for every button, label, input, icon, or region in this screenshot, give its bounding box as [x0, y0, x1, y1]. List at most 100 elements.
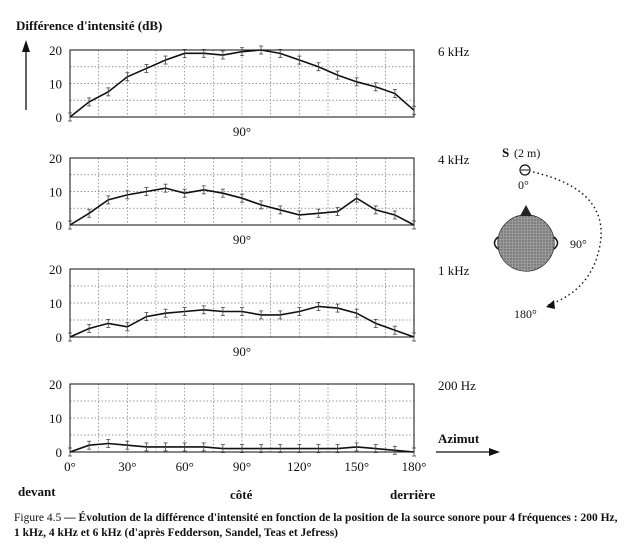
chart-panel-1: 0 10 20 90° 6 kHz	[49, 43, 470, 139]
x-tick-label: 120°	[287, 459, 312, 474]
panel-title: 200 Hz	[438, 378, 476, 393]
data-point	[278, 310, 283, 320]
chart-panel-3: 0 10 20 90° 1 kHz	[49, 262, 470, 359]
data-point	[278, 205, 283, 215]
x-tick-label: 0°	[64, 459, 76, 474]
data-point	[182, 48, 187, 58]
y-tick-label: 10	[49, 411, 62, 426]
angle-label-180: 180°	[514, 307, 537, 321]
data-point	[201, 305, 206, 315]
data-point	[220, 307, 225, 316]
position-label-front: devant	[18, 484, 56, 499]
data-point	[354, 77, 359, 87]
head-diagram: S (2 m) 0° 90° 180°	[493, 145, 602, 321]
x-tick-label: 30°	[118, 459, 136, 474]
data-point	[87, 208, 92, 218]
data-point	[144, 442, 149, 452]
mid-tick-label: 90°	[233, 344, 251, 359]
data-point	[201, 442, 206, 452]
data-point	[68, 112, 72, 122]
data-point	[297, 444, 302, 454]
data-point	[373, 205, 378, 215]
x-tick-label: 60°	[176, 459, 194, 474]
y-tick-label: 0	[56, 218, 63, 233]
data-point	[316, 208, 321, 218]
data-point	[412, 447, 416, 457]
data-point	[87, 97, 92, 107]
data-point	[392, 89, 397, 98]
head-icon	[493, 205, 559, 272]
data-point	[163, 55, 168, 65]
data-point	[144, 64, 149, 73]
data-point	[240, 193, 244, 203]
y-tick-label: 10	[49, 77, 62, 92]
y-tick-label: 20	[49, 377, 62, 392]
source-distance-label: (2 m)	[514, 146, 540, 160]
data-point	[125, 440, 130, 450]
source-label: S	[502, 145, 509, 160]
x-axis-title: Azimut	[438, 431, 480, 446]
data-point	[201, 48, 206, 58]
data-point	[335, 444, 340, 454]
data-point	[68, 332, 72, 342]
data-point	[392, 325, 397, 335]
data-point	[412, 332, 416, 342]
data-point	[125, 322, 130, 332]
data-point	[106, 87, 111, 97]
chart-panel-2: 0 10 20 90° 4 kHz	[49, 151, 470, 247]
data-point	[182, 188, 187, 198]
data-point	[182, 442, 187, 452]
plot-frame	[69, 268, 415, 338]
data-point	[125, 190, 130, 200]
y-tick-label: 0	[56, 110, 63, 125]
x-tick-label: 90°	[233, 459, 251, 474]
data-point	[278, 48, 283, 58]
y-tick-label: 0	[56, 330, 63, 345]
data-point	[259, 45, 264, 55]
data-point	[182, 307, 187, 316]
data-point	[354, 308, 359, 318]
data-point	[335, 70, 340, 80]
y-tick-label: 10	[49, 185, 62, 200]
data-point	[392, 445, 397, 455]
data-point	[354, 193, 359, 203]
y-axis-title: Différence d'intensité (dB)	[16, 18, 162, 33]
data-point	[297, 210, 302, 220]
data-point	[87, 440, 92, 450]
mid-tick-label: 90°	[233, 232, 251, 247]
data-point	[335, 207, 340, 217]
data-point	[316, 444, 321, 454]
data-point	[373, 318, 378, 328]
chart-panel-4: 0 10 20 200 Hz	[49, 377, 476, 460]
y-tick-label: 10	[49, 296, 62, 311]
data-point	[220, 50, 225, 60]
data-point	[240, 444, 244, 454]
x-axis-tick-labels: 0° 30° 60° 90° 120° 150° 180°	[64, 459, 426, 474]
position-label-side: côté	[230, 487, 253, 502]
y-tick-label: 0	[56, 445, 63, 460]
data-point	[163, 442, 168, 452]
data-point	[354, 442, 359, 452]
y-axis-arrow	[22, 40, 30, 110]
y-tick-label: 20	[49, 151, 62, 166]
position-label-back: derrière	[390, 487, 435, 502]
data-point	[106, 195, 111, 205]
y-tick-label: 20	[49, 43, 62, 58]
data-point	[373, 82, 378, 92]
data-point	[316, 62, 321, 72]
data-point	[87, 324, 92, 333]
angle-label-0: 0°	[518, 178, 529, 192]
data-point	[297, 307, 302, 316]
data-point	[335, 303, 340, 313]
mid-tick-label: 90°	[233, 124, 251, 139]
data-point	[144, 312, 149, 322]
data-point	[68, 447, 72, 457]
panel-title: 6 kHz	[438, 44, 470, 59]
y-tick-label: 20	[49, 262, 62, 277]
x-tick-label: 150°	[344, 459, 369, 474]
data-point	[412, 220, 416, 230]
data-point	[392, 210, 397, 220]
sound-source-icon	[519, 164, 531, 176]
data-point	[201, 185, 206, 195]
